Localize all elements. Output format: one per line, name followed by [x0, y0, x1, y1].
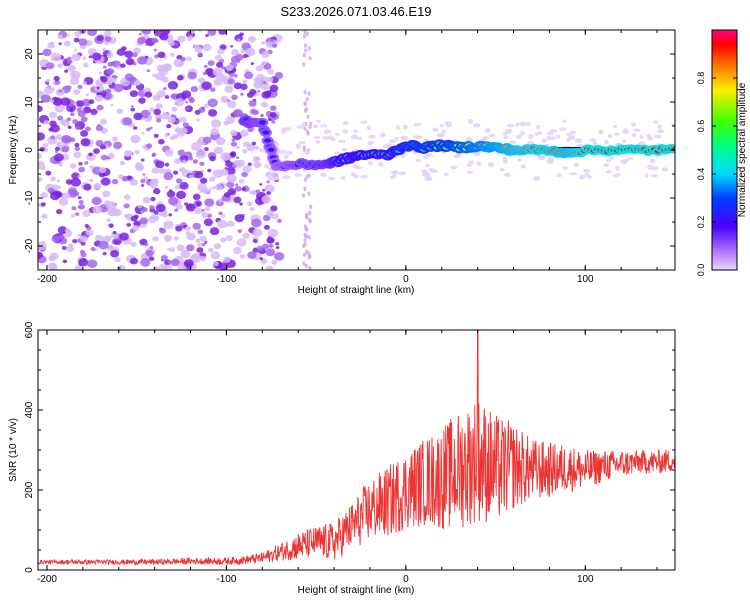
- y-tick-label: 10: [24, 96, 35, 108]
- x-tick-label: -100: [216, 574, 236, 585]
- colorbar-tick-label: 0.0: [696, 264, 706, 277]
- colorbar-tick-label: 0.4: [696, 168, 706, 181]
- snr-data: [38, 330, 675, 566]
- snr-x-ticks: -200 -100 0 100: [37, 330, 658, 585]
- y-tick-label: 600: [24, 321, 35, 338]
- colorbar-tick-label: 0.6: [696, 120, 706, 133]
- x-tick-label: 100: [577, 274, 594, 285]
- ridge-core: [264, 138, 272, 143]
- snr-series-line: [38, 330, 675, 566]
- y-tick-label: 20: [24, 48, 35, 60]
- y-tick-label: 0: [24, 147, 35, 153]
- y-tick-label: 400: [24, 401, 35, 418]
- x-tick-label: -200: [37, 574, 57, 585]
- x-tick-label: 100: [577, 574, 594, 585]
- y-tick-label: -10: [24, 190, 35, 205]
- x-tick-label: 0: [403, 274, 409, 285]
- colorbar: 0.0 0.2 0.4 0.6 0.8 Normalized spectral ampl…: [696, 29, 748, 277]
- x-tick-label: -100: [216, 274, 236, 285]
- spectrogram-x-label: Height of straight line (km): [298, 285, 415, 296]
- y-tick-label: 200: [24, 481, 35, 498]
- snr-y-ticks: 0 200 400 600: [24, 321, 675, 573]
- spectrogram-x-ticks: -200 -100 0 100: [37, 30, 658, 285]
- y-tick-label: -20: [24, 238, 35, 253]
- snr-y-label: SNR (10 * v/v): [8, 418, 19, 482]
- ridge-core: [258, 120, 266, 125]
- noise-speckle: [38, 30, 675, 270]
- y-tick-label: 0: [24, 567, 35, 573]
- snr-panel: -200 -100 0 100 0 200 400 600 Height of straig…: [8, 321, 676, 596]
- spectrogram-y-label: Frequency (Hz): [8, 116, 19, 185]
- spectrogram-y-ticks: -20 -10 0 10 20: [24, 29, 675, 271]
- snr-frame: [37, 329, 676, 571]
- colorbar-tick-label: 0.8: [696, 72, 706, 85]
- ridge-core: [262, 130, 270, 135]
- colorbar-gradient: [711, 29, 738, 271]
- spectrogram-data: [38, 30, 675, 270]
- figure-title: S233.2026.071.03.46.E19: [280, 4, 431, 19]
- x-tick-label: -200: [37, 274, 57, 285]
- snr-x-label: Height of straight line (km): [298, 585, 415, 596]
- ridge-core: [267, 147, 275, 153]
- colorbar-ticks: 0.0 0.2 0.4 0.6 0.8: [696, 72, 737, 277]
- colorbar-tick-label: 0.2: [696, 216, 706, 229]
- colorbar-label: Normalized spectral amplitude: [737, 82, 748, 217]
- ridge-marks: [238, 115, 675, 172]
- x-tick-label: 0: [403, 574, 409, 585]
